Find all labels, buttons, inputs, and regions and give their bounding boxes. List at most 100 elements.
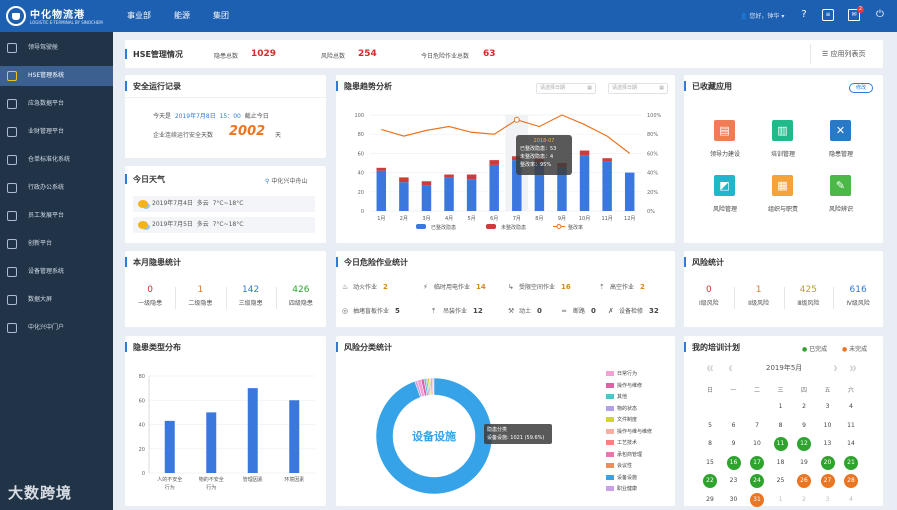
calendar-day[interactable]: 27 <box>820 474 835 488</box>
calendar-day[interactable]: 7 <box>755 421 759 429</box>
bar-unfixed[interactable] <box>376 167 387 171</box>
legend-entry[interactable]: 日常行为 <box>606 370 637 377</box>
calendar-day[interactable]: 31 <box>750 492 764 507</box>
bar-fixed[interactable] <box>557 167 567 211</box>
weather-location[interactable]: ⚲ 中化兴中舟山 <box>265 176 307 185</box>
end-date-input[interactable]: 请选择日期 ▦ <box>608 83 668 94</box>
rate-point[interactable] <box>513 116 520 123</box>
sidebar-item[interactable]: 领导驾驶舱 <box>0 38 113 58</box>
danger-item[interactable]: ◎ 抽堵盲板作业 5 <box>342 306 400 315</box>
app-edit-button[interactable]: ✎ <box>830 175 851 196</box>
bar-fixed[interactable] <box>421 185 432 211</box>
calendar-day[interactable]: 3 <box>825 403 830 410</box>
calendar-day[interactable]: 8 <box>778 421 783 429</box>
sidebar-item[interactable]: 员工发展平台 <box>0 206 113 226</box>
next-month-button[interactable]: 》 <box>834 366 841 373</box>
calendar-day[interactable]: 14 <box>847 440 855 447</box>
sidebar-item[interactable]: 数据大屏 <box>0 290 113 310</box>
logo[interactable]: 中化物流港 LOGISTIC E-TERMINAL BY SINOCHEM <box>6 4 114 28</box>
bar-fixed[interactable] <box>602 161 612 211</box>
calendar-day[interactable]: 22 <box>703 474 717 488</box>
next-year-button[interactable]: 》》 <box>850 366 860 373</box>
bar-unfixed[interactable] <box>466 174 477 180</box>
legend-entry[interactable]: 设备设施 <box>606 474 637 481</box>
bar-fixed[interactable] <box>444 177 454 211</box>
danger-item[interactable]: ♨ 动火作业 2 <box>342 282 388 291</box>
nav-group[interactable]: 集团 <box>213 11 229 20</box>
edit-apps-button[interactable]: 修改 <box>849 83 873 93</box>
calendar-day[interactable]: 4 <box>849 495 853 503</box>
help-icon[interactable]: ? <box>801 9 807 20</box>
bar-fixed[interactable] <box>534 163 545 211</box>
bar[interactable] <box>289 400 300 473</box>
legend-entry[interactable]: 职业健康 <box>606 485 637 492</box>
calendar-day[interactable]: 20 <box>820 455 835 470</box>
calendar-day[interactable]: 13 <box>823 440 832 447</box>
calendar-day[interactable]: 15 <box>706 458 714 466</box>
sidebar-item[interactable]: 仓单标准化系统 <box>0 150 113 170</box>
sidebar-item[interactable]: 行政办公系统 <box>0 178 113 198</box>
sidebar-item[interactable]: 创新平台 <box>0 234 113 254</box>
monthly-stat[interactable]: 142 三级隐患 <box>226 285 276 307</box>
calendar-day[interactable]: 9 <box>731 440 736 447</box>
sidebar-item[interactable]: 应急数据平台 <box>0 94 113 114</box>
legend-entry[interactable]: 其他 <box>606 393 627 400</box>
sidebar-item[interactable]: HSE管理系统 <box>0 66 113 86</box>
app-list-link[interactable]: ☰ 应用列表页 <box>822 49 866 59</box>
legend-entry[interactable]: 操作与维与维修 <box>606 428 652 435</box>
calendar-day[interactable]: 21 <box>844 455 858 470</box>
calendar-day[interactable]: 11 <box>847 421 855 429</box>
legend-entry[interactable]: 工艺技术 <box>606 439 637 446</box>
bar-fixed[interactable] <box>466 179 477 211</box>
app-tools-button[interactable]: ✕ <box>830 120 851 141</box>
danger-item[interactable]: ⚡ 临时用电作业 14 <box>423 282 486 291</box>
calendar-day[interactable]: 25 <box>776 477 785 484</box>
calendar-day[interactable]: 23 <box>729 477 738 484</box>
power-icon[interactable]: ⏻ <box>876 9 884 20</box>
legend-entry[interactable]: 会议性 <box>606 462 632 469</box>
risk-stat[interactable]: 425 Ⅲ级风险 <box>784 285 834 307</box>
calendar-day[interactable]: 6 <box>731 421 736 429</box>
calendar-day[interactable]: 9 <box>802 421 806 429</box>
calendar-day[interactable]: 12 <box>797 437 811 451</box>
legend-entry[interactable]: 物的状态 <box>606 405 637 412</box>
calendar-day[interactable]: 17 <box>750 455 764 470</box>
danger-item[interactable]: ⇡ 高空作业 2 <box>599 282 645 291</box>
nav-energy[interactable]: 能源 <box>174 11 190 20</box>
calendar-day[interactable]: 10 <box>753 440 761 447</box>
sidebar-item[interactable]: 中化兴中门户 <box>0 318 113 338</box>
danger-item[interactable]: ↳ 受限空间作业 16 <box>508 282 571 291</box>
legend-entry[interactable]: 文件制度 <box>606 416 637 423</box>
calendar-day[interactable]: 1 <box>778 403 783 410</box>
calendar-day[interactable]: 30 <box>729 495 738 503</box>
danger-item[interactable]: ═ 断路 0 <box>562 306 596 315</box>
risk-stat[interactable]: 0 Ⅰ级风险 <box>684 285 734 307</box>
calendar-day[interactable]: 28 <box>844 474 858 488</box>
calendar-day[interactable]: 3 <box>825 495 830 503</box>
danger-item[interactable]: ✗ 设备检修 32 <box>608 306 659 315</box>
monthly-stat[interactable]: 0 一级隐患 <box>125 285 175 307</box>
app-book-button[interactable]: ▤ <box>714 120 735 141</box>
calendar-day[interactable]: 2 <box>802 495 806 503</box>
message-icon[interactable]: ≡ <box>822 9 834 21</box>
app-chart-button[interactable]: ▥ <box>772 120 793 141</box>
donut-slice[interactable] <box>375 377 493 495</box>
bar-unfixed[interactable] <box>421 181 432 186</box>
calendar-day[interactable]: 5 <box>708 421 712 429</box>
danger-item[interactable]: ⚒ 动土 0 <box>508 306 542 315</box>
legend-entry[interactable]: 承包商管理 <box>606 451 642 458</box>
donut-slice[interactable] <box>414 380 423 398</box>
calendar-day[interactable]: 16 <box>726 455 741 470</box>
calendar-day[interactable]: 19 <box>800 458 808 466</box>
prev-month-button[interactable]: 《 <box>726 366 733 373</box>
prev-year-button[interactable]: 《《 <box>704 366 714 373</box>
bar[interactable] <box>164 420 175 473</box>
bar-fixed[interactable] <box>376 170 387 211</box>
calendar-day[interactable]: 4 <box>849 403 853 410</box>
bar-unfixed[interactable] <box>444 174 454 178</box>
sidebar-item[interactable]: 业财管理平台 <box>0 122 113 142</box>
monthly-stat[interactable]: 426 四级隐患 <box>276 285 326 307</box>
calendar-day[interactable]: 26 <box>797 474 811 488</box>
legend-entry[interactable]: 操作与维修 <box>606 382 642 389</box>
calendar-day[interactable]: 1 <box>778 495 783 503</box>
